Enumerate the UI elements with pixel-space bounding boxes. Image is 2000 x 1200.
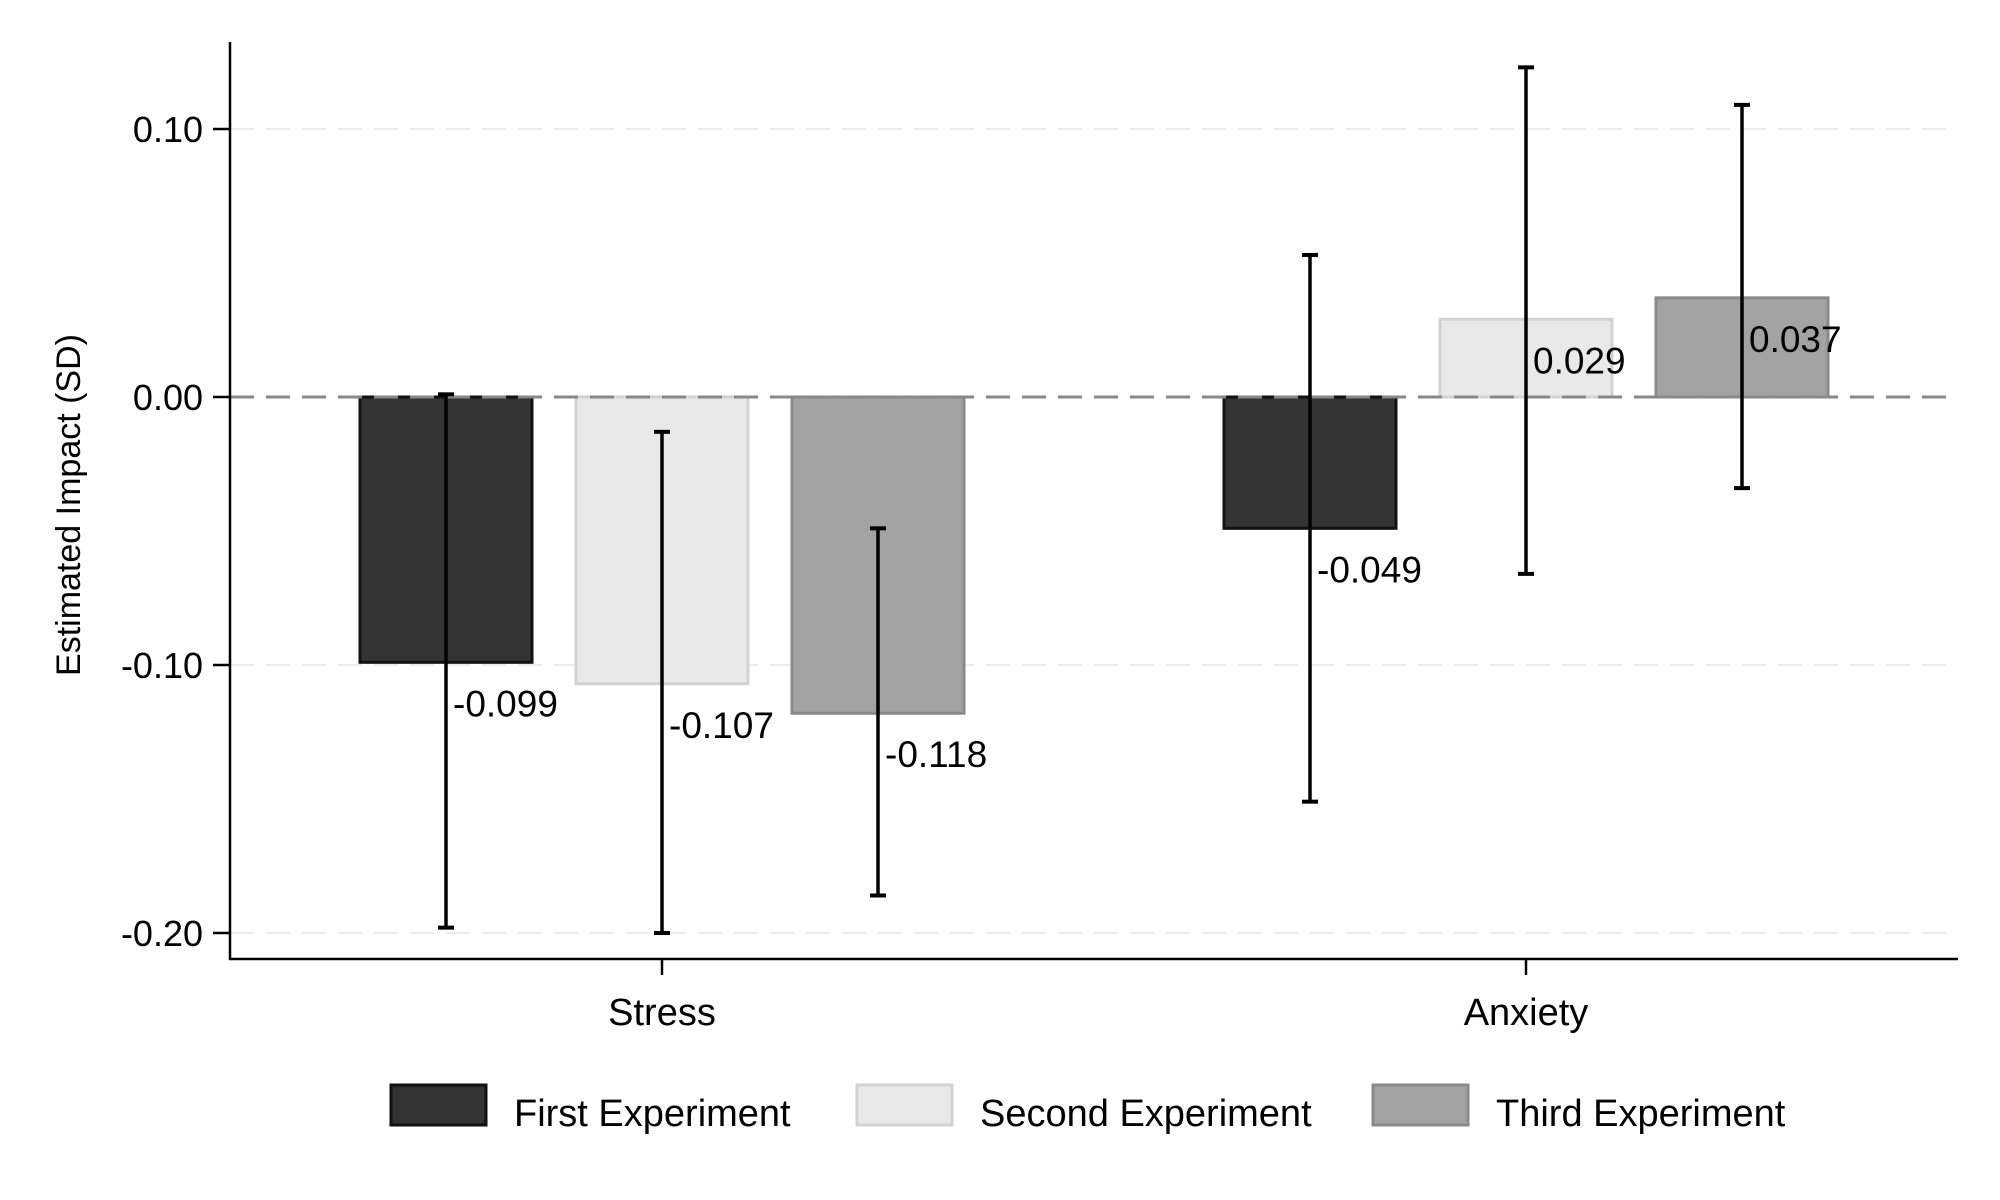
value-label: -0.118 — [885, 734, 987, 775]
y-axis-title: Estimated Impact (SD) — [50, 334, 88, 676]
x-category-label: Anxiety — [1464, 992, 1589, 1034]
axes: 0.10 0.00 -0.10 -0.20 Stress Anxiety — [121, 42, 1958, 1034]
legend-item: Third Experiment — [1371, 1083, 1786, 1135]
legend: First Experiment Second Experiment Third E… — [389, 1083, 1786, 1135]
error-bars — [438, 65, 1750, 935]
legend-swatch — [1371, 1083, 1470, 1127]
y-tick-label: 0.10 — [133, 109, 203, 150]
legend-item: First Experiment — [389, 1083, 791, 1135]
value-label: -0.107 — [669, 705, 774, 746]
y-tick-label: 0.00 — [133, 377, 203, 418]
legend-swatch — [389, 1083, 488, 1127]
y-tick-label: -0.20 — [121, 913, 203, 954]
value-labels: -0.099 -0.049 -0.107 0.029 -0.118 0.037 — [453, 319, 1842, 775]
value-label: -0.049 — [1317, 549, 1422, 590]
error-bar — [1518, 65, 1534, 576]
value-label: 0.037 — [1749, 319, 1842, 360]
legend-label: Second Experiment — [980, 1093, 1312, 1135]
error-bar — [1302, 252, 1318, 804]
y-tick-label: -0.10 — [121, 645, 203, 686]
error-bar — [438, 392, 454, 930]
error-bar — [654, 429, 670, 935]
value-label: -0.099 — [453, 683, 558, 724]
legend-swatch — [855, 1083, 954, 1127]
legend-item: Second Experiment — [855, 1083, 1312, 1135]
error-bar — [1734, 102, 1750, 491]
value-label: 0.029 — [1533, 340, 1626, 381]
legend-label: First Experiment — [514, 1093, 791, 1135]
legend-label: Third Experiment — [1496, 1093, 1786, 1135]
error-bar — [870, 526, 886, 898]
x-category-label: Stress — [608, 992, 716, 1034]
